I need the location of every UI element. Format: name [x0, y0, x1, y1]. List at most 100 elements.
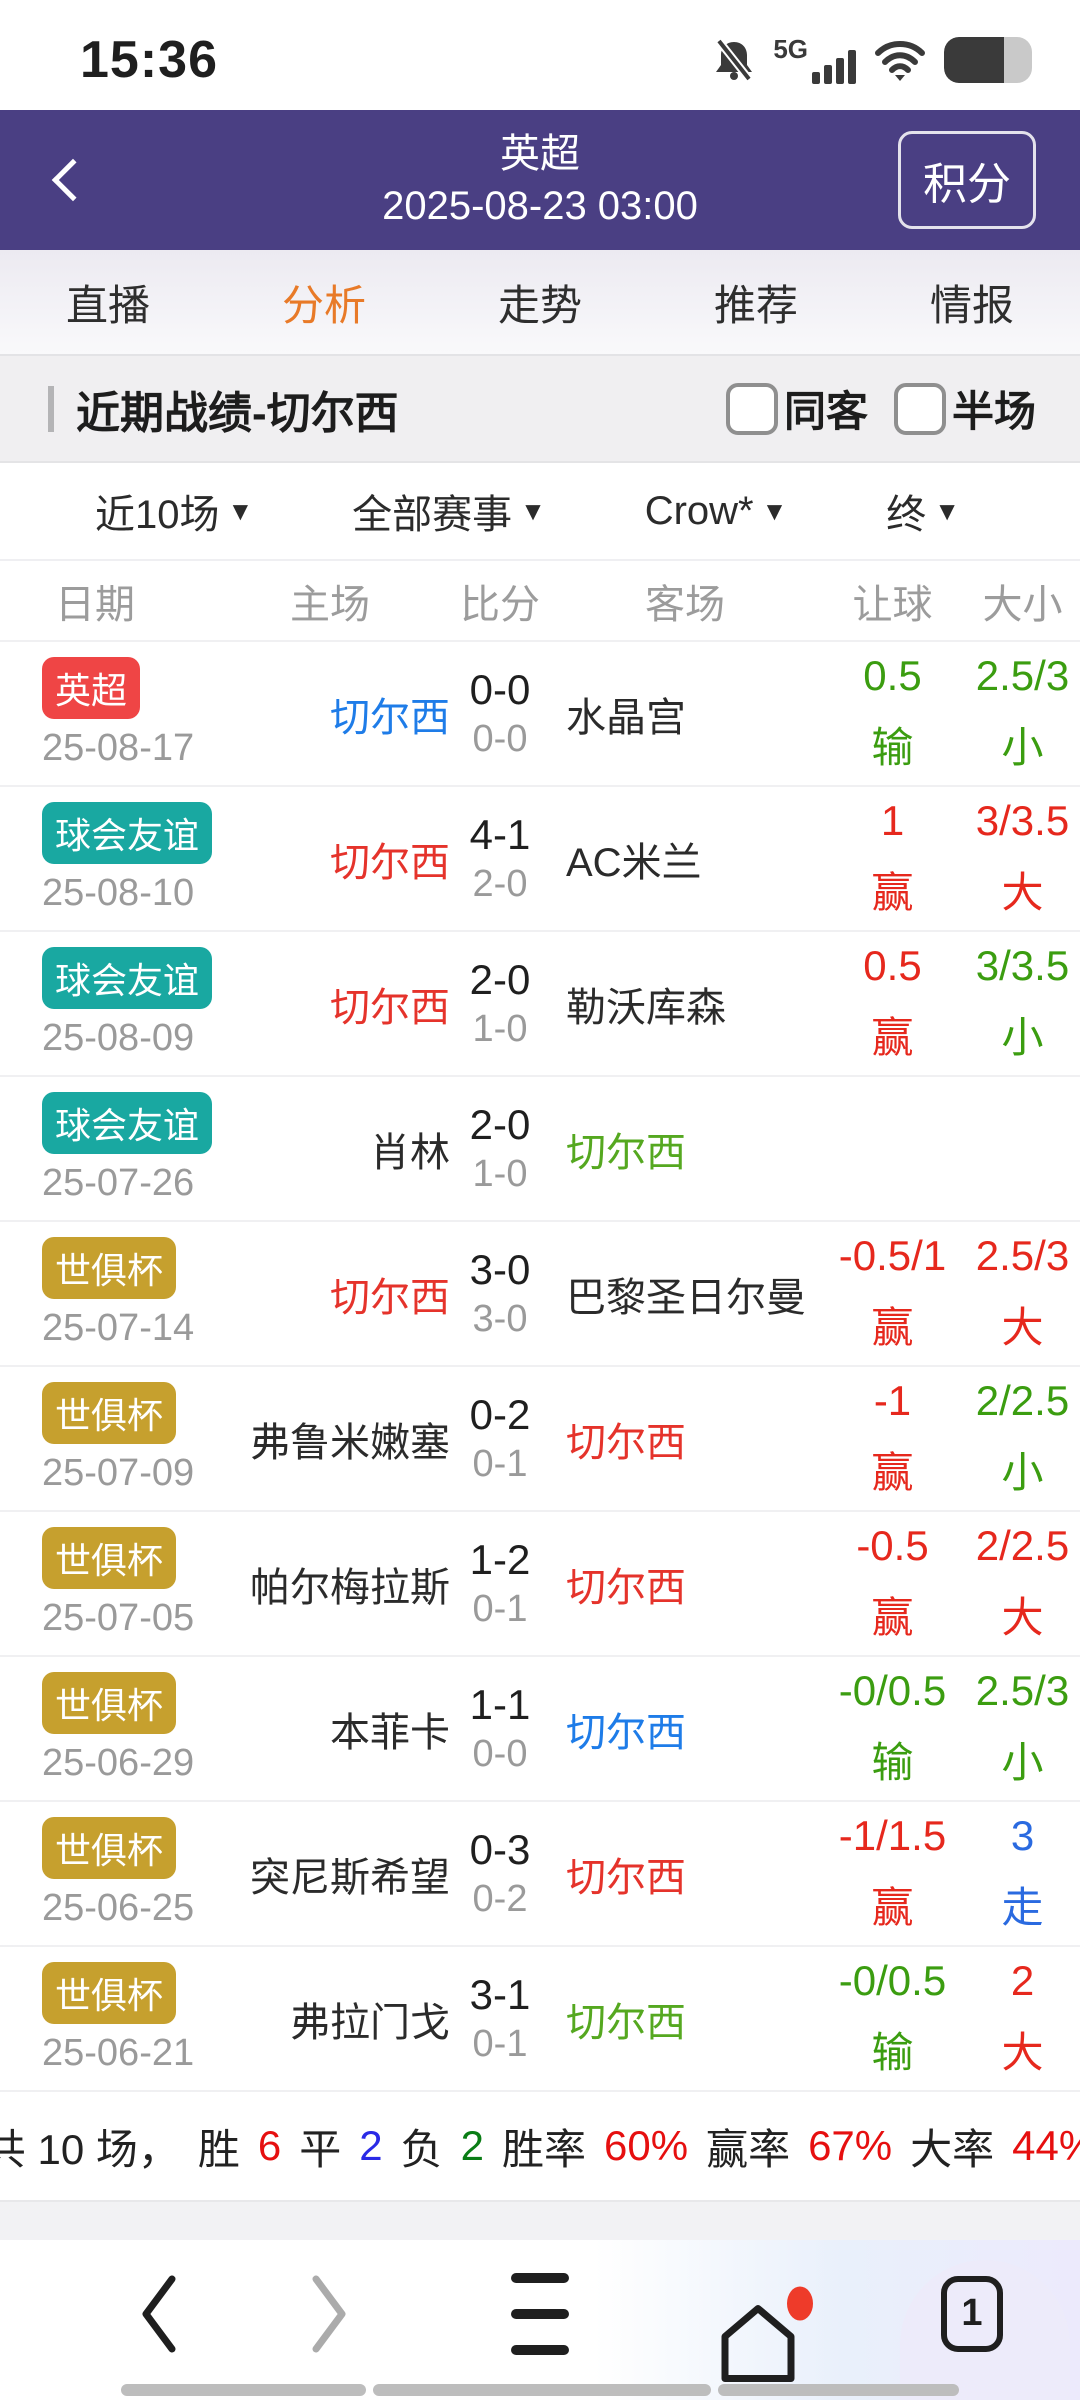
over-under-cell: 2/2.5 小 — [965, 1377, 1080, 1500]
handicap-cell: -0.5/1 赢 — [820, 1232, 965, 1355]
over-under-cell: 2.5/3 大 — [965, 1232, 1080, 1355]
over-under-result: 小 — [1001, 1739, 1044, 1786]
over-under-result: 小 — [1001, 724, 1044, 771]
table-row[interactable]: 世俱杯 25-06-21 弗拉门戈 3-1 0-1 切尔西 -0/0.5 输 2… — [0, 1945, 1080, 2090]
checkbox-same-away[interactable]: 同客 — [725, 378, 868, 439]
handicap-cell: -1 赢 — [820, 1377, 965, 1500]
tab-analysis[interactable]: 分析 — [281, 281, 366, 329]
handicap-line: 0.5 — [863, 652, 922, 699]
table-row[interactable]: 球会友谊 25-08-10 切尔西 4-1 2-0 AC米兰 1 赢 3/3.5… — [0, 785, 1080, 930]
filter-final[interactable]: 终 ▼ — [886, 493, 960, 537]
summary-segment: 赢率 — [706, 2125, 791, 2173]
league-title: 英超 — [499, 132, 580, 176]
over-under-line: 2/2.5 — [975, 1377, 1070, 1424]
handicap-result: 赢 — [871, 1304, 914, 1351]
score-cell: 2-0 1-0 — [450, 956, 550, 1051]
over-under-result: 走 — [1001, 1884, 1044, 1931]
tab-recommend[interactable]: 推荐 — [713, 281, 798, 329]
section-title: 近期战绩-切尔西 — [76, 388, 399, 438]
fulltime-score: 0-3 — [469, 1826, 531, 1873]
tab-intel[interactable]: 情报 — [929, 281, 1014, 329]
summary-segment: 2 — [359, 2122, 383, 2169]
over-under-result: 大 — [1001, 869, 1044, 916]
away-team: 切尔西 — [566, 1130, 686, 1175]
handicap-cell — [820, 1142, 965, 1156]
handicap-line: -0.5 — [856, 1522, 929, 1569]
away-team: 巴黎圣日尔曼 — [566, 1275, 806, 1320]
handicap-result: 赢 — [871, 1594, 914, 1641]
standings-button[interactable]: 积分 — [898, 131, 1036, 229]
table-row[interactable]: 世俱杯 25-07-09 弗鲁米嫩塞 0-2 0-1 切尔西 -1 赢 2/2.… — [0, 1365, 1080, 1510]
fulltime-score: 4-1 — [469, 811, 531, 858]
section-accent-bar — [48, 385, 54, 432]
handicap-line: 0.5 — [863, 942, 922, 989]
nav-forward-icon[interactable] — [298, 2269, 358, 2359]
filter-row: 近10场 ▼ 全部赛事 ▼ Crow* ▼ 终 ▼ — [0, 463, 1080, 561]
status-bar: 15:36 5G — [0, 0, 1080, 110]
section-header: 近期战绩-切尔西 同客 半场 — [0, 356, 1080, 463]
fulltime-score: 0-0 — [469, 666, 531, 713]
filter-bookmaker[interactable]: Crow* ▼ — [644, 488, 788, 533]
table-row[interactable]: 世俱杯 25-07-05 帕尔梅拉斯 1-2 0-1 切尔西 -0.5 赢 2/… — [0, 1510, 1080, 1655]
tab-live[interactable]: 直播 — [65, 281, 150, 329]
tab-trend[interactable]: 走势 — [497, 281, 582, 329]
summary-segment: 67% — [808, 2122, 893, 2169]
home-team: 本菲卡 — [330, 1710, 450, 1755]
match-date: 25-07-09 — [42, 1452, 195, 1494]
table-row[interactable]: 英超 25-08-17 切尔西 0-0 0-0 水晶宫 0.5 输 2.5/3 … — [0, 640, 1080, 785]
table-row[interactable]: 世俱杯 25-06-29 本菲卡 1-1 0-0 切尔西 -0/0.5 输 2.… — [0, 1655, 1080, 1800]
league-badge: 世俱杯 — [42, 1672, 177, 1734]
over-under-result: 小 — [1001, 1449, 1044, 1496]
bottom-divider-strip — [0, 2200, 1080, 2240]
table-row[interactable]: 世俱杯 25-07-14 切尔西 3-0 3-0 巴黎圣日尔曼 -0.5/1 赢… — [0, 1220, 1080, 1365]
match-date: 25-06-25 — [42, 1887, 195, 1929]
match-datetime: 2025-08-23 03:00 — [382, 184, 698, 228]
fulltime-score: 2-0 — [469, 1101, 531, 1148]
handicap-result: 输 — [871, 2029, 914, 2076]
back-chevron-icon[interactable] — [51, 158, 95, 202]
nav-menu-icon[interactable] — [511, 2272, 569, 2355]
home-team: 弗鲁米嫩塞 — [250, 1420, 450, 1465]
nav-back-icon[interactable] — [130, 2269, 190, 2359]
away-team: 切尔西 — [566, 1420, 686, 1465]
col-header-over-under: 大小 — [982, 582, 1063, 627]
away-team: 切尔西 — [566, 1710, 686, 1755]
away-team: 切尔西 — [566, 2000, 686, 2045]
nav-tab-counter[interactable]: 1 — [941, 2275, 1003, 2352]
handicap-cell: 0.5 输 — [820, 652, 965, 775]
filter-match-count[interactable]: 近10场 ▼ — [95, 493, 254, 537]
summary-segment: 60% — [604, 2122, 689, 2169]
away-team: 切尔西 — [566, 1565, 686, 1610]
handicap-cell: -1/1.5 赢 — [820, 1812, 965, 1935]
wifi-icon — [875, 41, 925, 81]
over-under-result: 小 — [1001, 1014, 1044, 1061]
status-icons: 5G — [711, 36, 1032, 84]
table-row[interactable]: 世俱杯 25-06-25 突尼斯希望 0-3 0-2 切尔西 -1/1.5 赢 … — [0, 1800, 1080, 1945]
over-under-line: 2 — [1010, 1957, 1035, 2004]
match-header: 英超 2025-08-23 03:00 积分 — [0, 110, 1080, 250]
fulltime-score: 1-1 — [469, 1681, 531, 1728]
handicap-cell: 0.5 赢 — [820, 942, 965, 1065]
home-indicator — [0, 2384, 1080, 2398]
table-row[interactable]: 球会友谊 25-08-09 切尔西 2-0 1-0 勒沃库森 0.5 赢 3/3… — [0, 930, 1080, 1075]
checkbox-group: 同客 半场 — [725, 378, 1036, 439]
match-date: 25-08-17 — [42, 727, 195, 769]
halftime-score: 2-0 — [472, 863, 528, 905]
halftime-score: 0-2 — [472, 1878, 528, 1920]
nav-home-icon[interactable] — [713, 2286, 813, 2394]
clock: 15:36 — [80, 31, 218, 89]
league-badge: 世俱杯 — [42, 1817, 177, 1879]
checkbox-box-icon[interactable] — [893, 382, 946, 435]
score-cell: 2-0 1-0 — [450, 1101, 550, 1196]
match-date: 25-07-26 — [42, 1162, 195, 1204]
filter-competition[interactable]: 全部赛事 ▼ — [352, 493, 546, 537]
cellular-5g-icon: 5G — [773, 36, 856, 84]
over-under-cell — [965, 1142, 1080, 1156]
checkbox-box-icon[interactable] — [725, 382, 778, 435]
score-cell: 1-1 0-0 — [450, 1681, 550, 1776]
table-row[interactable]: 球会友谊 25-07-26 肖林 2-0 1-0 切尔西 — [0, 1075, 1080, 1220]
checkbox-half-time[interactable]: 半场 — [893, 378, 1036, 439]
handicap-cell: -0.5 赢 — [820, 1522, 965, 1645]
handicap-line: 1 — [880, 797, 905, 844]
